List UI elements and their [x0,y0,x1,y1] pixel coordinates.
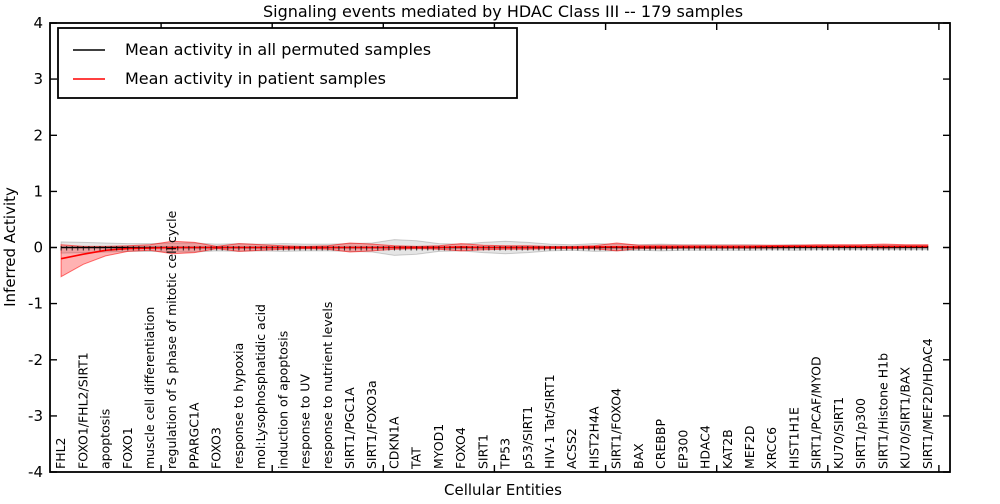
x-category-label: HIV-1 Tat/SIRT1 [542,374,557,469]
plot-frame [49,22,951,473]
x-category-label: FOXO3 [209,427,224,469]
x-category-label: regulation of S phase of mitotic cell cy… [164,210,179,469]
x-category-label: p53/SIRT1 [520,406,535,469]
x-category-label: response to hypoxia [231,343,246,469]
x-category-label: ACSS2 [564,428,579,469]
y-tick-label: 4 [33,14,43,32]
x-category-label: SIRT1/FOXO3a [364,380,379,469]
y-tick-label: -2 [28,351,43,369]
legend-label-permuted: Mean activity in all permuted samples [125,40,431,59]
x-category-label: muscle cell differentiation [142,307,157,469]
x-category-label: HIST2H4A [586,406,601,469]
zero-line-minor-ticks [60,246,929,251]
x-category-label: SIRT1 [475,434,490,469]
y-axis-label: Inferred Activity [1,187,19,307]
x-category-label: TP53 [498,438,513,470]
x-category-label: HDAC4 [698,425,713,469]
x-category-label: apoptosis [98,409,113,469]
legend-label-patient: Mean activity in patient samples [125,69,386,88]
y-tick-label: 0 [33,239,43,257]
legend: Mean activity in all permuted samples Me… [57,27,518,99]
x-category-label: XRCC6 [764,427,779,469]
x-category-label: KAT2B [720,429,735,469]
y-tick-labels: 4 3 2 1 0 -1 -2 -3 -4 [28,14,43,481]
x-category-label: TAT [409,447,424,470]
chart-title: Signaling events mediated by HDAC Class … [263,2,743,21]
zero-line-dashes [60,246,929,251]
x-category-label: response to UV [298,374,313,469]
y-tick-label: -1 [28,295,43,313]
x-category-label: SIRT1/Histone H1b [875,353,890,469]
x-category-label: SIRT1/PCAF/MYOD [809,356,824,469]
x-category-label: SIRT1/PGC1A [342,387,357,469]
x-category-label: FHL2 [53,437,68,469]
y-tick-label: -4 [28,463,43,481]
x-category-label: CREBBP [653,419,668,469]
y-tick-label: -3 [28,407,43,425]
x-category-label: PPARGC1A [186,402,201,469]
x-category-label: MEF2D [742,426,757,469]
confidence-bands [60,239,929,278]
x-category-label: SIRT1/p300 [853,398,868,469]
x-category-label: KU70/SIRT1 [831,397,846,469]
x-category-label: SIRT1/FOXO4 [609,388,624,469]
x-category-label: MYOD1 [431,424,446,469]
x-category-label: FOXO4 [453,427,468,469]
x-category-label: FOXO1/FHL2/SIRT1 [75,352,90,469]
x-category-label: HIST1H1E [786,407,801,469]
x-category-label: FOXO1 [120,427,135,469]
x-category-label: EP300 [675,430,690,469]
x-category-label: induction of apoptosis [275,331,290,469]
x-category-label: KU70/SIRT1/BAX [898,367,913,469]
x-category-label: SIRT1/MEF2D/HDAC4 [920,338,935,469]
y-tick-label: 1 [33,182,43,200]
legend-box [57,27,518,99]
x-category-label: mol:Lysophosphatidic acid [253,304,268,469]
x-axis-label: Cellular Entities [444,481,562,499]
y-tick-label: 3 [33,70,43,88]
x-category-label: response to nutrient levels [320,302,335,469]
x-category-label: BAX [631,443,646,469]
y-tick-label: 2 [33,126,43,144]
x-category-labels: FHL2 FOXO1/FHL2/SIRT1 apoptosis FOXO1 muscle… [53,210,935,470]
x-category-label: CDKN1A [386,416,401,469]
